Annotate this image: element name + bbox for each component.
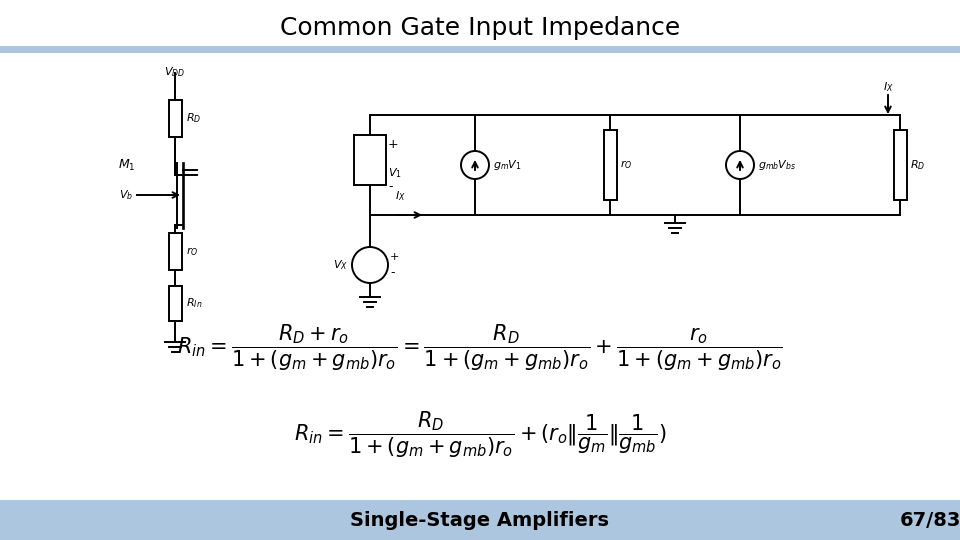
Text: $r_O$: $r_O$ — [185, 245, 198, 258]
Bar — [894, 130, 906, 200]
Text: +: + — [388, 138, 398, 152]
Text: 67/83: 67/83 — [900, 510, 960, 530]
Bar — [354, 135, 386, 185]
Text: +: + — [390, 252, 399, 262]
Bar — [0, 46, 960, 53]
Text: $r_O$: $r_O$ — [620, 159, 633, 171]
Text: $M_1$: $M_1$ — [118, 158, 135, 173]
Text: $V_1$: $V_1$ — [388, 166, 402, 180]
Text: $R_D$: $R_D$ — [185, 112, 201, 125]
Text: -: - — [388, 180, 393, 193]
Text: $V_X$: $V_X$ — [333, 258, 348, 272]
Bar — [169, 233, 181, 270]
Text: $g_m V_1$: $g_m V_1$ — [493, 158, 522, 172]
Text: $I_X$: $I_X$ — [882, 80, 894, 94]
Text: $R_{In}$: $R_{In}$ — [185, 296, 202, 310]
Bar — [169, 100, 181, 137]
Text: $g_{mb}V_{bs}$: $g_{mb}V_{bs}$ — [758, 158, 796, 172]
Text: $R_D$: $R_D$ — [910, 158, 925, 172]
Text: $R_{in} = \dfrac{R_D + r_o}{1+(g_m+g_{mb})r_o} = \dfrac{R_D}{1+(g_m+g_{mb})r_o} : $R_{in} = \dfrac{R_D + r_o}{1+(g_m+g_{mb… — [178, 323, 782, 373]
Text: $I_X$: $I_X$ — [395, 189, 405, 203]
Text: Common Gate Input Impedance: Common Gate Input Impedance — [280, 16, 680, 40]
Text: $R_{in} = \dfrac{R_D}{1+(g_m+g_{mb})r_o} + (r_o \| \dfrac{1}{g_m} \| \dfrac{1}{g: $R_{in} = \dfrac{R_D}{1+(g_m+g_{mb})r_o}… — [294, 410, 666, 460]
Text: $V_{DD}$: $V_{DD}$ — [164, 65, 185, 79]
Bar — [0, 500, 960, 540]
Text: Single-Stage Amplifiers: Single-Stage Amplifiers — [350, 510, 610, 530]
Text: $V_b$: $V_b$ — [119, 188, 133, 202]
Bar — [604, 130, 616, 200]
Bar — [169, 286, 181, 321]
Text: -: - — [390, 267, 395, 280]
